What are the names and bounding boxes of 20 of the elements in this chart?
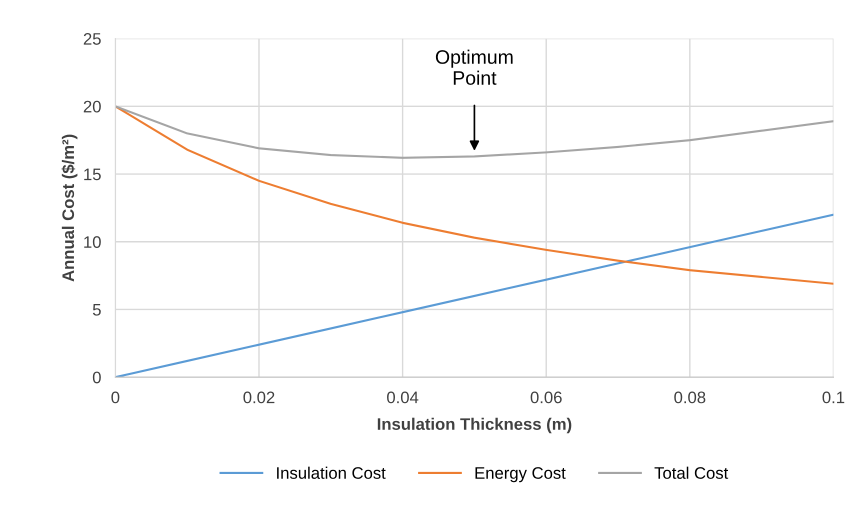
y-tick-label: 0 [92, 372, 101, 384]
x-tick-label: 0 [111, 392, 120, 404]
legend-label: Energy Cost [476, 467, 566, 482]
y-tick-label: 15 [84, 168, 101, 180]
x-tick-label: 0.1 [822, 392, 844, 404]
x-axis-title: Insulation Thickness (m) [378, 418, 572, 434]
annotation: Optimum Point [436, 50, 513, 85]
x-tick-label: 0.08 [674, 392, 706, 404]
y-tick-label: 20 [84, 100, 101, 113]
y-tick-label: 10 [84, 236, 101, 248]
y-tick-label: 25 [84, 33, 101, 45]
x-tick-label: 0.04 [387, 392, 418, 404]
line-series [115, 105, 834, 285]
x-tick-label: 0.06 [530, 392, 562, 404]
legend-label: Insulation Cost [277, 466, 386, 479]
y-axis-title: Annual Cost ($/m²) [62, 134, 78, 282]
line-series [115, 105, 834, 159]
x-tick-label: 0.02 [243, 392, 274, 404]
legend-label: Total Cost [654, 466, 728, 479]
y-tick-label: 5 [92, 304, 101, 316]
